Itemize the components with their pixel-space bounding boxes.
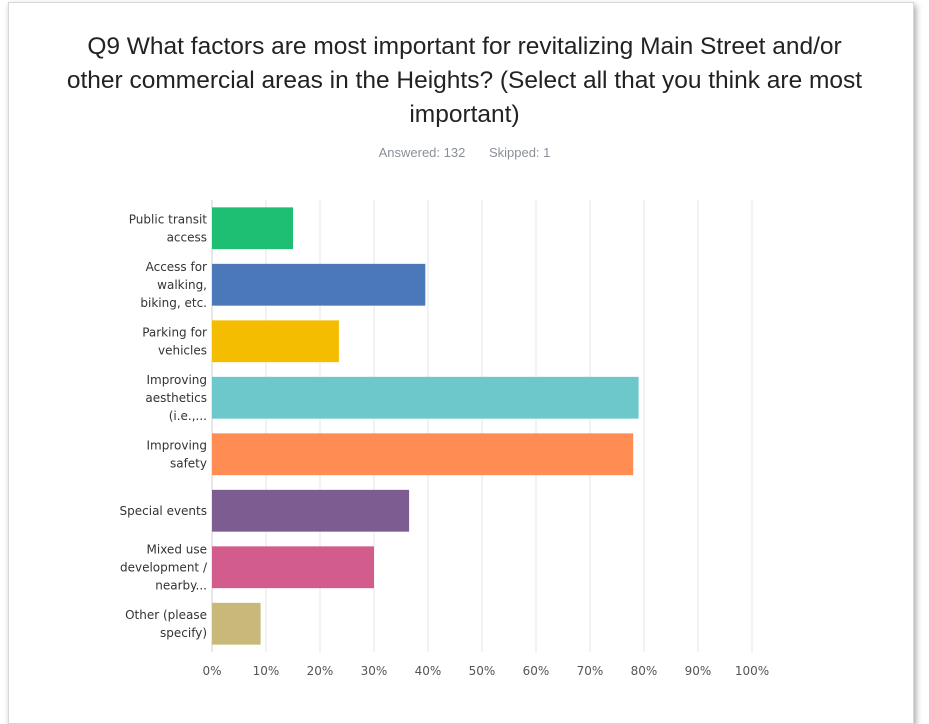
chart-card — [8, 2, 914, 724]
title-line-2: other commercial areas in the Heights? (… — [66, 67, 863, 94]
x-tick-label: 20% — [307, 664, 334, 678]
x-tick-label: 90% — [685, 664, 712, 678]
chart-title: Q9 What factors are most important for r… — [0, 30, 929, 132]
skipped-count: Skipped: 1 — [488, 145, 551, 160]
x-tick-label: 50% — [469, 664, 496, 678]
bar — [212, 489, 410, 532]
x-tick-label: 0% — [202, 664, 221, 678]
answered-count: Answered: 132 — [378, 145, 466, 160]
bar — [212, 320, 339, 363]
x-tick-label: 10% — [253, 664, 280, 678]
category-label: Parking for vehicles — [142, 325, 207, 357]
category-label: Mixed use development / nearby... — [120, 542, 208, 592]
category-label: Other (please specify) — [125, 608, 207, 640]
category-label: Improving aesthetics (i.e.,... — [145, 373, 207, 423]
category-label: Public transit access — [129, 212, 208, 244]
title-line-1: Q9 What factors are most important for r… — [87, 33, 842, 60]
x-tick-label: 40% — [415, 664, 442, 678]
bar — [212, 376, 639, 419]
x-tick-label: 60% — [523, 664, 550, 678]
bar — [212, 263, 426, 306]
x-tick-label: 30% — [361, 664, 388, 678]
x-tick-label: 100% — [735, 664, 769, 678]
bar — [212, 546, 374, 589]
bar — [212, 602, 261, 645]
bar — [212, 433, 634, 476]
title-line-3: important) — [409, 101, 520, 128]
response-stats: Answered: 132 Skipped: 1 — [0, 145, 929, 160]
category-label: Special events — [120, 504, 207, 518]
category-label: Access for walking, biking, etc. — [140, 260, 207, 310]
x-tick-label: 70% — [577, 664, 604, 678]
category-label: Improving safety — [146, 438, 207, 470]
bar-chart: 0% 10% 20% 30% 40% 50% 60% 70% 80% 90% 100% Public … — [120, 200, 769, 678]
bar — [212, 207, 293, 250]
x-tick-label: 80% — [631, 664, 658, 678]
